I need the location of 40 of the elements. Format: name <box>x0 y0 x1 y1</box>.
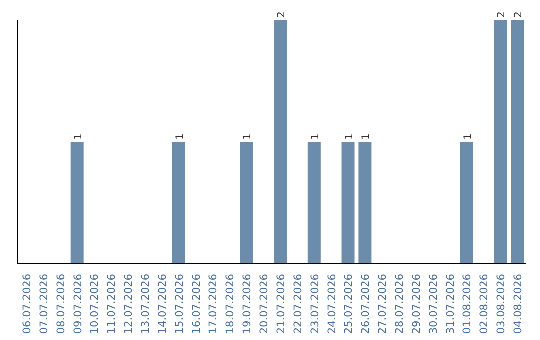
data-label: 2 <box>276 12 288 18</box>
data-label: 1 <box>73 134 84 140</box>
x-tick-label: 03.08.2026 <box>496 274 508 334</box>
x-tick-label: 04.08.2026 <box>512 274 525 334</box>
x-tick-label: 01.08.2026 <box>462 274 474 334</box>
data-label: 1 <box>462 134 474 140</box>
x-tick-label: 23.07.2026 <box>309 274 322 334</box>
x-tick-label: 21.07.2026 <box>275 274 288 334</box>
x-tick-label: 24.07.2026 <box>326 274 338 334</box>
x-tick-label: 02.08.2026 <box>478 274 491 334</box>
data-label: 1 <box>344 134 356 140</box>
x-tick-label: 20.07.2026 <box>258 274 271 334</box>
data-label: 1 <box>310 134 322 140</box>
x-tick-label: 10.07.2026 <box>89 274 102 334</box>
x-tick-label: 06.07.2026 <box>21 274 34 334</box>
x-tick-label: 18.07.2026 <box>224 274 237 334</box>
x-tick-label: 22.07.2026 <box>292 274 304 334</box>
data-label: 1 <box>361 134 372 140</box>
x-tick-label: 17.07.2026 <box>208 274 220 334</box>
x-tick-label: 07.07.2026 <box>38 274 50 334</box>
x-tick-label: 11.07.2026 <box>106 274 118 334</box>
x-tick-label: 13.07.2026 <box>140 274 152 334</box>
x-tick-label: 31.07.2026 <box>444 274 457 334</box>
x-tick-label: 26.07.2026 <box>360 274 372 334</box>
x-tick-label: 14.07.2026 <box>156 274 169 334</box>
x-tick-label: 27.07.2026 <box>377 274 390 334</box>
data-label: 2 <box>514 12 525 18</box>
x-tick-label: 30.07.2026 <box>428 274 440 334</box>
x-tick-label: 19.07.2026 <box>242 274 254 334</box>
x-tick-label: 28.07.2026 <box>394 274 406 334</box>
x-tick-label: 25.07.2026 <box>343 274 356 334</box>
x-tick-label: 29.07.2026 <box>410 274 423 334</box>
x-tick-label: 08.07.2026 <box>55 274 68 334</box>
data-label: 1 <box>242 134 254 140</box>
x-tick-label: 12.07.2026 <box>123 274 136 334</box>
data-label: 1 <box>174 134 186 140</box>
x-tick-label: 15.07.2026 <box>174 274 186 334</box>
x-tick-label: 16.07.2026 <box>190 274 203 334</box>
data-label: 2 <box>496 12 508 18</box>
x-tick-label: 09.07.2026 <box>72 274 84 334</box>
